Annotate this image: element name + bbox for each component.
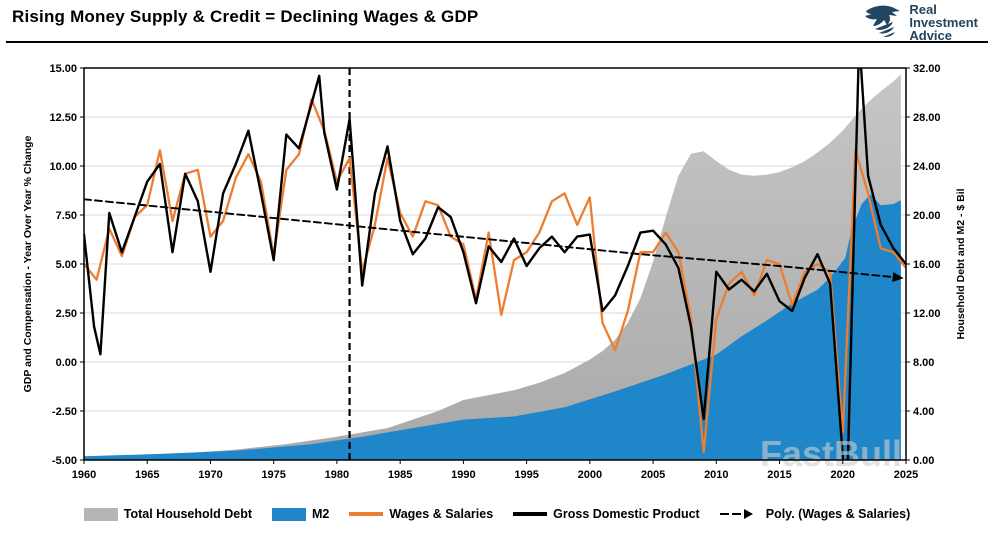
line-wages-salaries (84, 98, 906, 454)
legend-item-wages-salaries: Wages & Salaries (349, 507, 493, 521)
legend-item-poly-wages-salaries: Poly. (Wages & Salaries) (719, 507, 911, 521)
legend-item-total-household-debt: Total Household Debt (83, 507, 253, 521)
line-gross-domestic-product (84, 68, 906, 460)
left-tick-label: 15.00 (49, 63, 77, 75)
dash-icon (731, 512, 741, 516)
left-tick-label: 12.50 (49, 112, 77, 124)
right-tick-label: 32.00 (913, 63, 941, 75)
legend-item-gross-domestic-product: Gross Domestic Product (513, 507, 700, 521)
logo-text-line2: Investment (909, 14, 978, 30)
eagle-logo-icon (865, 5, 901, 37)
left-tick-label: -2.50 (52, 406, 77, 418)
x-tick-label: 1965 (135, 469, 159, 481)
x-tick-label: 1975 (261, 469, 285, 481)
x-tick-label: 2010 (704, 469, 728, 481)
line-poly-wages-salaries (84, 198, 901, 279)
right-tick-label: 4.00 (913, 406, 934, 418)
legend-swatch-area-icon (272, 507, 307, 521)
x-tick-label: 2000 (578, 469, 602, 481)
legend-swatch-area-icon (83, 507, 118, 521)
logo-text-line1: Real (909, 1, 937, 17)
x-tick-label: 2005 (641, 469, 665, 481)
arrowhead-icon (743, 509, 753, 519)
watermark: FastBull (760, 433, 902, 474)
left-tick-label: 0.00 (56, 357, 77, 369)
right-tick-label: 8.00 (913, 357, 934, 369)
left-tick-label: 10.00 (49, 161, 77, 173)
x-tick-label: 2015 (767, 469, 791, 481)
legend-label: Gross Domestic Product (553, 507, 700, 521)
page-title: Rising Money Supply & Credit = Declining… (12, 7, 479, 26)
legend-label: Poly. (Wages & Salaries) (765, 507, 911, 521)
x-tick-label: 1995 (514, 469, 538, 481)
logo-text: Real Investment Advice (909, 3, 978, 42)
dash-icon (719, 512, 729, 516)
x-tick-label: 1980 (325, 469, 349, 481)
right-tick-label: 24.00 (913, 161, 941, 173)
right-axis-title: Household Debt and M2 - $ Bil (955, 188, 967, 339)
left-tick-label: 7.50 (56, 210, 77, 222)
x-tick-label: 1970 (198, 469, 222, 481)
left-axis-title: GDP and Compensation - Year Over Year % … (22, 135, 34, 392)
right-tick-label: 16.00 (913, 259, 941, 271)
right-tick-label: 12.00 (913, 308, 941, 320)
legend-swatch-dashed-arrow-icon (719, 509, 760, 519)
x-tick-label: 1960 (72, 469, 96, 481)
left-tick-label: 2.50 (56, 308, 77, 320)
logo-text-line3: Advice (909, 27, 952, 43)
x-tick-label: 1985 (388, 469, 412, 481)
legend-label: Wages & Salaries (389, 507, 494, 521)
x-tick-label: 2025 (894, 469, 918, 481)
chart-header: Rising Money Supply & Credit = Declining… (0, 0, 994, 44)
legend-label: M2 (312, 507, 330, 521)
ria-logo: Real Investment Advice (863, 2, 978, 42)
area-m2 (84, 194, 901, 460)
legend-label: Total Household Debt (123, 507, 253, 521)
x-tick-label: 2020 (831, 469, 855, 481)
right-tick-label: 20.00 (913, 210, 941, 222)
left-tick-label: 5.00 (56, 259, 77, 271)
legend-swatch-line-icon (349, 512, 384, 516)
right-tick-label: 28.00 (913, 112, 941, 124)
x-tick-label: 1990 (451, 469, 475, 481)
trend-arrowhead-icon (892, 272, 904, 282)
chart-legend: Total Household Debt M2 Wages & Salaries Gr… (0, 499, 994, 529)
left-tick-label: -5.00 (52, 455, 77, 467)
header-divider (6, 41, 988, 43)
right-tick-label: 0.00 (913, 455, 934, 467)
legend-swatch-line-icon (513, 512, 548, 516)
legend-item-m2: M2 (272, 507, 329, 521)
